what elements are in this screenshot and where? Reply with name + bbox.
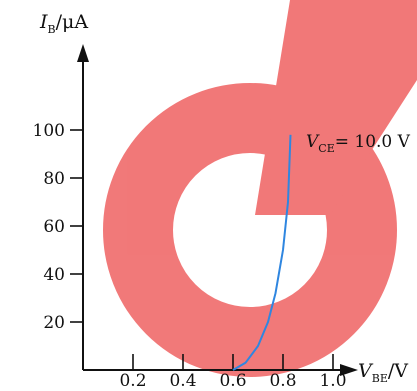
x-tick-label: 0.2 (119, 371, 146, 391)
logo-watermark (103, 0, 417, 377)
x-axis-label: VBE/V (358, 360, 408, 385)
x-tick-label: 0.4 (169, 371, 196, 391)
y-tick-label: 60 (43, 217, 65, 237)
x-axis-arrow (340, 364, 358, 376)
y-tick-label: 40 (43, 265, 65, 285)
series-line (232, 134, 292, 371)
watermark-ring (103, 83, 397, 377)
x-tick-label: 0.6 (219, 371, 246, 391)
series-annotation: VCE= 10.0 V (306, 132, 411, 155)
watermark-bar (255, 0, 417, 215)
x-tick-label: 1.0 (319, 371, 346, 391)
series-group (232, 134, 292, 371)
y-tick-label: 80 (43, 169, 65, 189)
y-tick-label: 20 (43, 313, 65, 333)
y-tick-label: 100 (33, 121, 65, 141)
x-tick-label: 0.8 (269, 371, 296, 391)
y-axis-label: IB/μA (39, 11, 88, 36)
y-axis-arrow (77, 44, 89, 62)
tick-group: 20 40 60 80 100 0.2 0.4 0.6 0.8 1.0 (33, 121, 347, 391)
